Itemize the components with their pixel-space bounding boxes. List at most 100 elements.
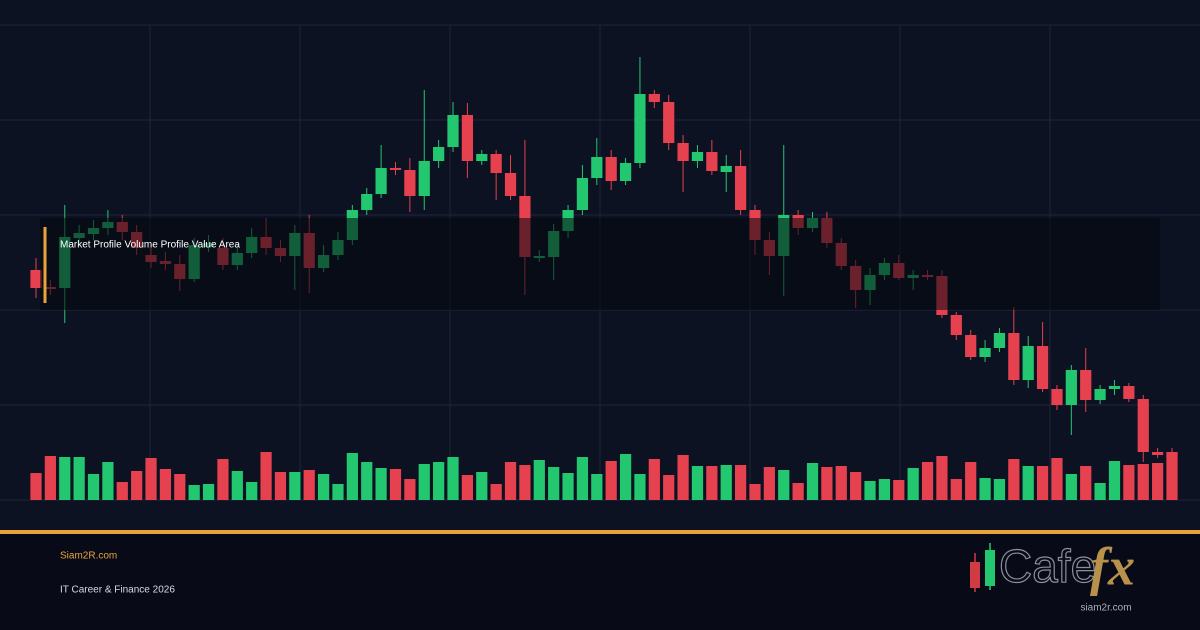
value-area-marker bbox=[43, 227, 47, 303]
volume-bar bbox=[447, 457, 459, 500]
volume-bar bbox=[404, 479, 416, 500]
candle-body bbox=[605, 157, 617, 181]
volume-bar bbox=[548, 467, 560, 500]
volume-bar bbox=[864, 481, 876, 500]
candle-body bbox=[404, 170, 416, 196]
volume-bar bbox=[375, 468, 387, 500]
candle-body bbox=[490, 154, 502, 173]
candle-body bbox=[375, 168, 387, 194]
volume-bar bbox=[1152, 463, 1164, 500]
volume-bar bbox=[461, 475, 474, 500]
volume-bar bbox=[131, 471, 143, 500]
volume-bar bbox=[504, 462, 517, 500]
volume-bar bbox=[936, 456, 948, 500]
volume-bar bbox=[389, 469, 402, 500]
volume-bar bbox=[591, 474, 603, 500]
volume-bar bbox=[519, 465, 531, 500]
volume-bar bbox=[260, 452, 272, 500]
volume-bar bbox=[145, 458, 157, 500]
candle-body bbox=[1022, 346, 1034, 380]
volume-bar bbox=[634, 474, 646, 500]
volume-bar bbox=[576, 457, 589, 500]
volume-bar bbox=[433, 462, 445, 500]
candle-body bbox=[979, 348, 991, 357]
candle-body bbox=[591, 157, 603, 178]
volume-bar bbox=[202, 484, 215, 500]
volume-bar bbox=[749, 484, 761, 500]
volume-bar bbox=[663, 475, 675, 500]
candle-body bbox=[1080, 370, 1092, 400]
volume-bar bbox=[533, 460, 545, 500]
candle-body bbox=[677, 143, 689, 161]
logo-accent: fx bbox=[1090, 536, 1135, 596]
volume-bar bbox=[821, 467, 833, 500]
volume-bar bbox=[706, 466, 718, 500]
volume-bar bbox=[1008, 459, 1020, 500]
volume-bar bbox=[217, 459, 229, 500]
volume-bar bbox=[1123, 465, 1135, 500]
volume-bar bbox=[476, 472, 488, 500]
candle-body bbox=[965, 335, 977, 357]
candle-body bbox=[1094, 389, 1106, 400]
candle-body bbox=[418, 161, 430, 196]
volume-bar bbox=[965, 462, 977, 500]
volume-bar bbox=[289, 472, 301, 500]
candle-body bbox=[734, 166, 747, 210]
volume-bar bbox=[30, 473, 42, 500]
volume-bar bbox=[490, 484, 502, 500]
volume-bar bbox=[763, 467, 775, 500]
footer-tagline: IT Career & Finance 2026 bbox=[60, 585, 175, 596]
candle-body bbox=[648, 94, 660, 102]
candle-body bbox=[476, 154, 488, 161]
logo-candle bbox=[970, 562, 980, 588]
candle-body bbox=[576, 178, 589, 210]
volume-bar bbox=[87, 474, 100, 500]
volume-bar bbox=[174, 474, 186, 500]
volume-bar bbox=[921, 462, 934, 500]
volume-bar bbox=[878, 479, 891, 500]
volume-bar bbox=[605, 461, 617, 500]
volume-bar bbox=[159, 469, 172, 500]
candle-body bbox=[447, 115, 459, 147]
volume-bar bbox=[102, 462, 114, 500]
candle-body bbox=[1051, 389, 1063, 405]
candle-body bbox=[504, 173, 517, 196]
candle-body bbox=[1008, 333, 1020, 380]
volume-bar bbox=[73, 457, 85, 500]
logo-word: Cafe bbox=[999, 540, 1096, 592]
volume-bar bbox=[317, 474, 330, 500]
volume-bar bbox=[332, 484, 344, 500]
volume-bar bbox=[806, 463, 819, 500]
volume-bar bbox=[850, 472, 862, 500]
candle-body bbox=[30, 270, 42, 288]
volume-bar bbox=[677, 455, 689, 500]
volume-bar bbox=[59, 457, 71, 500]
candle-body bbox=[1137, 399, 1149, 452]
volume-bar bbox=[361, 462, 373, 500]
volume-bar bbox=[648, 459, 660, 500]
volume-bar bbox=[979, 478, 991, 500]
volume-bar bbox=[1051, 458, 1063, 500]
candle-body bbox=[1065, 370, 1077, 405]
candle-body bbox=[619, 163, 632, 181]
candle-body bbox=[950, 315, 962, 335]
volume-bar bbox=[346, 453, 358, 500]
volume-bar bbox=[1065, 474, 1077, 500]
candle-body bbox=[634, 94, 646, 163]
candle-body bbox=[461, 115, 474, 161]
footer-background bbox=[0, 534, 1200, 630]
volume-bar bbox=[691, 466, 704, 500]
volume-bar bbox=[1137, 464, 1149, 500]
volume-bar bbox=[188, 485, 200, 500]
candle-body bbox=[1152, 452, 1164, 455]
logo: Cafe fx siam2r.com bbox=[970, 536, 1135, 614]
candle-body bbox=[389, 168, 402, 170]
volume-bar bbox=[893, 480, 905, 500]
candle-body bbox=[663, 102, 675, 143]
volume-bar bbox=[792, 483, 804, 500]
candle-body bbox=[1166, 452, 1178, 457]
footer-site: Siam2R.com bbox=[60, 551, 117, 562]
volume-bar bbox=[231, 471, 243, 500]
